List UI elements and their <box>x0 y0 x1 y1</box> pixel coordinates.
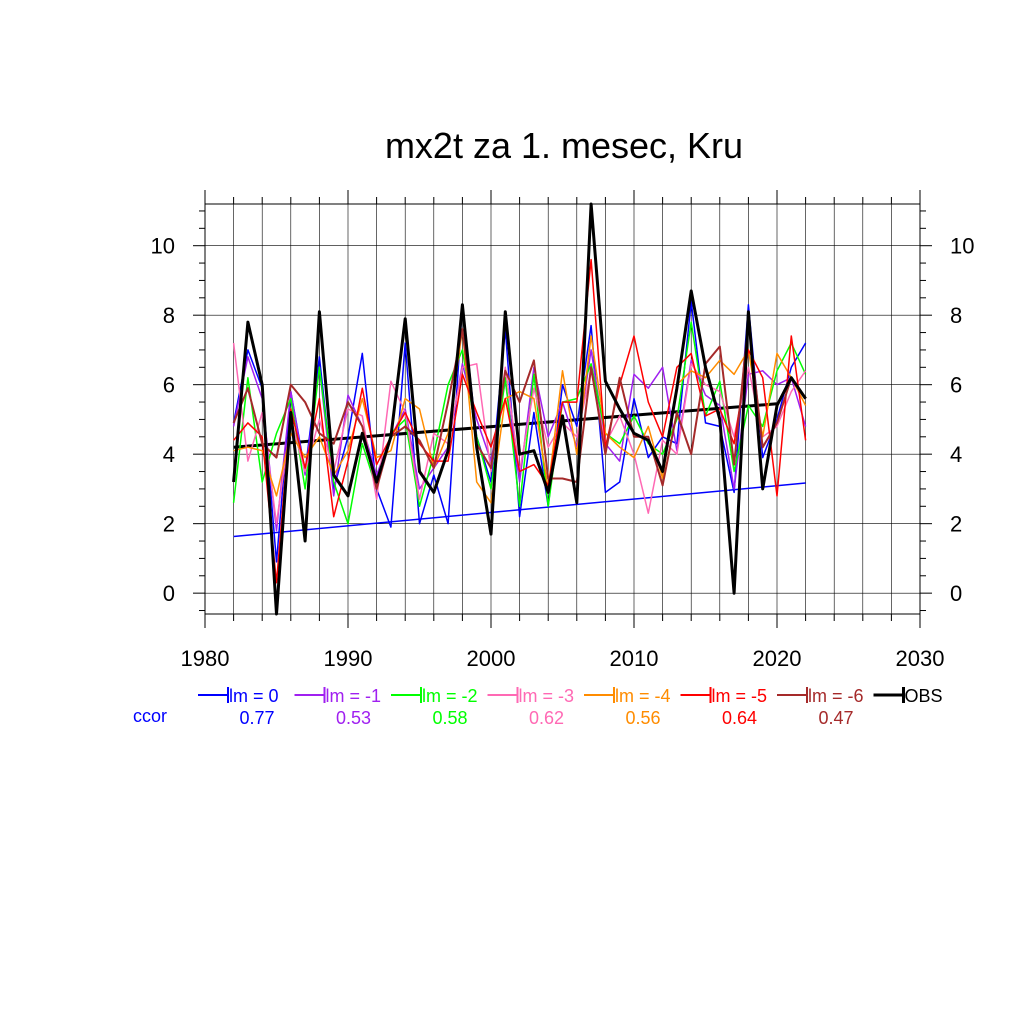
legend-label: lm = -6 <box>808 686 864 706</box>
correlation-row: ccor 0.77 0.53 0.58 0.62 0.56 0.64 0.47 <box>133 706 854 728</box>
legend-label: lm = -5 <box>712 686 768 706</box>
y-tick-label-right: 4 <box>950 442 962 467</box>
y-tick-label: 10 <box>151 234 175 259</box>
y-tick-label: 2 <box>163 512 175 537</box>
x-tick-label: 2010 <box>610 646 659 671</box>
y-tick-label: 8 <box>163 303 175 328</box>
chart-title: mx2t za 1. mesec, Kru <box>385 125 743 166</box>
y-tick-label: 6 <box>163 373 175 398</box>
y-tick-label-right: 10 <box>950 234 974 259</box>
series-line <box>232 321 807 525</box>
series-lines <box>232 202 807 616</box>
ccor-value: 0.64 <box>722 708 757 728</box>
legend: lm = 0 lm = -1 lm = -2 lm = -3 lm = -4 lm = -… <box>198 686 943 706</box>
series-line <box>232 202 807 616</box>
x-tick-label: 2030 <box>896 646 945 671</box>
legend-label: OBS <box>905 686 943 706</box>
y-tick-label-right: 6 <box>950 373 962 398</box>
x-tick-label: 1980 <box>181 646 230 671</box>
x-tick-label: 2000 <box>467 646 516 671</box>
ccor-value: 0.58 <box>432 708 467 728</box>
y-tick-label: 4 <box>163 442 175 467</box>
ccor-value: 0.56 <box>625 708 660 728</box>
legend-label: lm = -1 <box>326 686 382 706</box>
plot-frame <box>204 203 921 615</box>
ccor-label: ccor <box>133 706 167 726</box>
ccor-value: 0.62 <box>529 708 564 728</box>
legend-label: lm = -2 <box>422 686 478 706</box>
x-tick-label: 2020 <box>753 646 802 671</box>
series-line <box>233 258 807 584</box>
y-tick-label-right: 0 <box>950 581 962 606</box>
series-line <box>232 321 807 490</box>
y-tick-label: 0 <box>163 581 175 606</box>
legend-label: lm = -3 <box>519 686 575 706</box>
y-tick-label-right: 2 <box>950 512 962 537</box>
ccor-value: 0.53 <box>336 708 371 728</box>
legend-label: lm = 0 <box>229 686 279 706</box>
series-line <box>233 328 807 504</box>
ccor-value: 0.77 <box>239 708 274 728</box>
axes: 1980 1990 2000 2010 2020 2030 0 0 2 2 4 4 6 6 8 8 10 10 <box>151 190 974 671</box>
y-tick-label-right: 8 <box>950 303 962 328</box>
legend-label: lm = -4 <box>615 686 671 706</box>
x-tick-label: 1990 <box>324 646 373 671</box>
ccor-value: 0.47 <box>818 708 853 728</box>
